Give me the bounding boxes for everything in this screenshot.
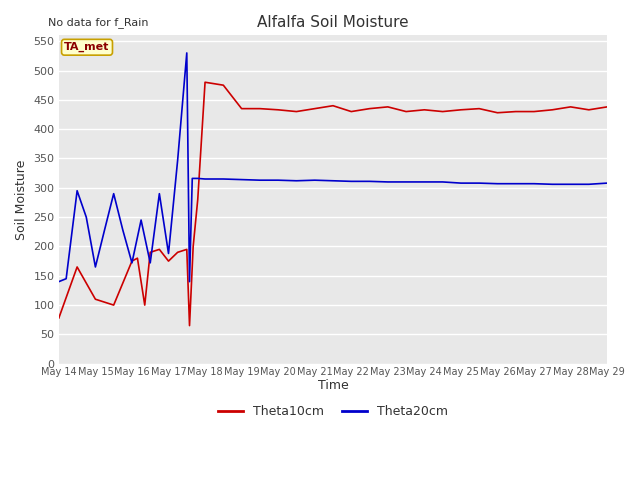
Theta20cm: [365, 179, 373, 184]
Theta20cm: [194, 176, 202, 181]
Theta10cm: [164, 258, 172, 264]
Theta20cm: [403, 179, 410, 185]
Theta20cm: [439, 179, 447, 185]
Theta10cm: [189, 243, 197, 249]
Theta20cm: [256, 177, 264, 183]
Theta10cm: [384, 104, 392, 110]
Theta10cm: [292, 108, 300, 114]
Theta20cm: [420, 179, 428, 185]
Theta20cm: [100, 227, 108, 233]
Theta10cm: [238, 106, 246, 111]
Theta10cm: [220, 82, 227, 88]
Theta20cm: [384, 179, 392, 185]
Title: Alfalfa Soil Moisture: Alfalfa Soil Moisture: [257, 15, 409, 30]
Theta20cm: [156, 191, 163, 196]
Theta10cm: [567, 104, 575, 110]
Theta10cm: [92, 296, 99, 302]
Theta10cm: [420, 107, 428, 113]
Theta10cm: [174, 250, 182, 255]
Theta10cm: [457, 107, 465, 113]
Theta20cm: [92, 264, 99, 270]
Theta10cm: [329, 103, 337, 108]
Theta10cm: [134, 255, 141, 261]
X-axis label: Time: Time: [317, 379, 348, 392]
Theta10cm: [604, 104, 611, 110]
Theta20cm: [183, 50, 191, 56]
Theta10cm: [365, 106, 373, 111]
Theta20cm: [55, 279, 63, 285]
Theta20cm: [110, 191, 118, 196]
Theta10cm: [311, 106, 319, 111]
Theta10cm: [275, 107, 282, 113]
Theta20cm: [188, 176, 196, 181]
Theta10cm: [512, 108, 520, 114]
Theta20cm: [457, 180, 465, 186]
Theta10cm: [585, 107, 593, 113]
Theta20cm: [311, 177, 319, 183]
Theta10cm: [403, 108, 410, 114]
Theta20cm: [275, 177, 282, 183]
Legend: Theta10cm, Theta20cm: Theta10cm, Theta20cm: [212, 400, 453, 423]
Theta20cm: [329, 178, 337, 184]
Theta20cm: [83, 214, 90, 220]
Theta10cm: [55, 315, 63, 321]
Theta20cm: [238, 177, 246, 182]
Theta10cm: [183, 247, 191, 252]
Theta10cm: [256, 106, 264, 111]
Theta20cm: [348, 179, 355, 184]
Theta10cm: [194, 197, 202, 203]
Line: Theta20cm: Theta20cm: [59, 53, 607, 282]
Y-axis label: Soil Moisture: Soil Moisture: [15, 159, 28, 240]
Theta20cm: [604, 180, 611, 186]
Theta20cm: [119, 227, 127, 233]
Theta10cm: [476, 106, 483, 111]
Theta10cm: [74, 264, 81, 270]
Theta20cm: [128, 260, 136, 266]
Theta10cm: [201, 79, 209, 85]
Theta20cm: [220, 176, 227, 182]
Theta20cm: [201, 176, 209, 182]
Theta10cm: [147, 250, 154, 255]
Theta20cm: [186, 279, 193, 285]
Text: TA_met: TA_met: [65, 42, 109, 52]
Theta20cm: [567, 181, 575, 187]
Theta20cm: [512, 181, 520, 187]
Theta10cm: [110, 302, 118, 308]
Theta10cm: [439, 108, 447, 114]
Theta20cm: [62, 276, 70, 282]
Theta20cm: [585, 181, 593, 187]
Theta20cm: [493, 181, 501, 187]
Text: No data for f_Rain: No data for f_Rain: [48, 17, 148, 28]
Theta20cm: [476, 180, 483, 186]
Theta10cm: [156, 247, 163, 252]
Theta20cm: [147, 260, 154, 266]
Theta10cm: [128, 258, 136, 264]
Theta20cm: [548, 181, 556, 187]
Theta10cm: [493, 110, 501, 116]
Theta20cm: [164, 251, 172, 256]
Theta10cm: [186, 323, 193, 328]
Theta10cm: [530, 108, 538, 114]
Theta10cm: [141, 302, 148, 308]
Theta20cm: [74, 188, 81, 193]
Theta20cm: [174, 157, 182, 163]
Theta20cm: [530, 181, 538, 187]
Theta10cm: [548, 107, 556, 113]
Theta20cm: [137, 217, 145, 223]
Line: Theta10cm: Theta10cm: [59, 82, 607, 325]
Theta20cm: [292, 178, 300, 184]
Theta10cm: [348, 108, 355, 114]
